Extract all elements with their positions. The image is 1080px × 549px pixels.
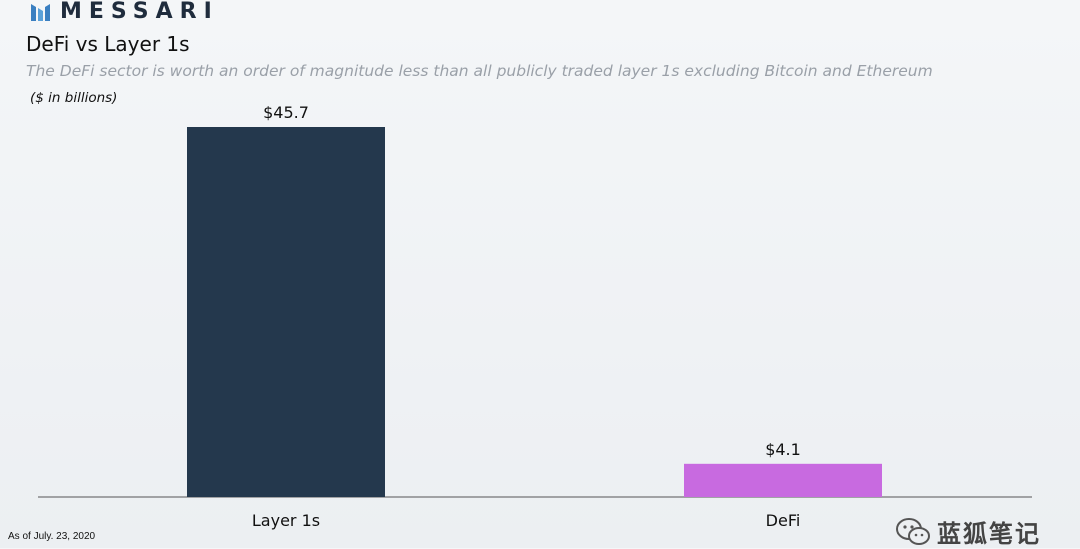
unit-label: ($ in billions) (30, 90, 118, 106)
data-label-1: $4.1 (765, 440, 801, 459)
messari-logo-icon (31, 4, 50, 21)
data-label-0: $45.7 (263, 103, 309, 122)
wechat-icon (896, 517, 930, 545)
chart-title: DeFi vs Layer 1s (26, 32, 190, 56)
x-tick-label-0: Layer 1s (252, 511, 320, 530)
watermark-text: 蓝狐笔记 (937, 520, 1041, 548)
chart-subtitle: The DeFi sector is worth an order of mag… (26, 62, 933, 80)
watermark: 蓝狐笔记 (895, 514, 1041, 549)
x-tick-label-1: DeFi (766, 511, 801, 530)
messari-logo: MESSARI (30, 0, 219, 24)
brand-name: MESSARI (60, 0, 219, 24)
bar-0 (187, 127, 385, 497)
footnote: As of July. 23, 2020 (8, 531, 96, 542)
bar-1 (684, 463, 882, 497)
